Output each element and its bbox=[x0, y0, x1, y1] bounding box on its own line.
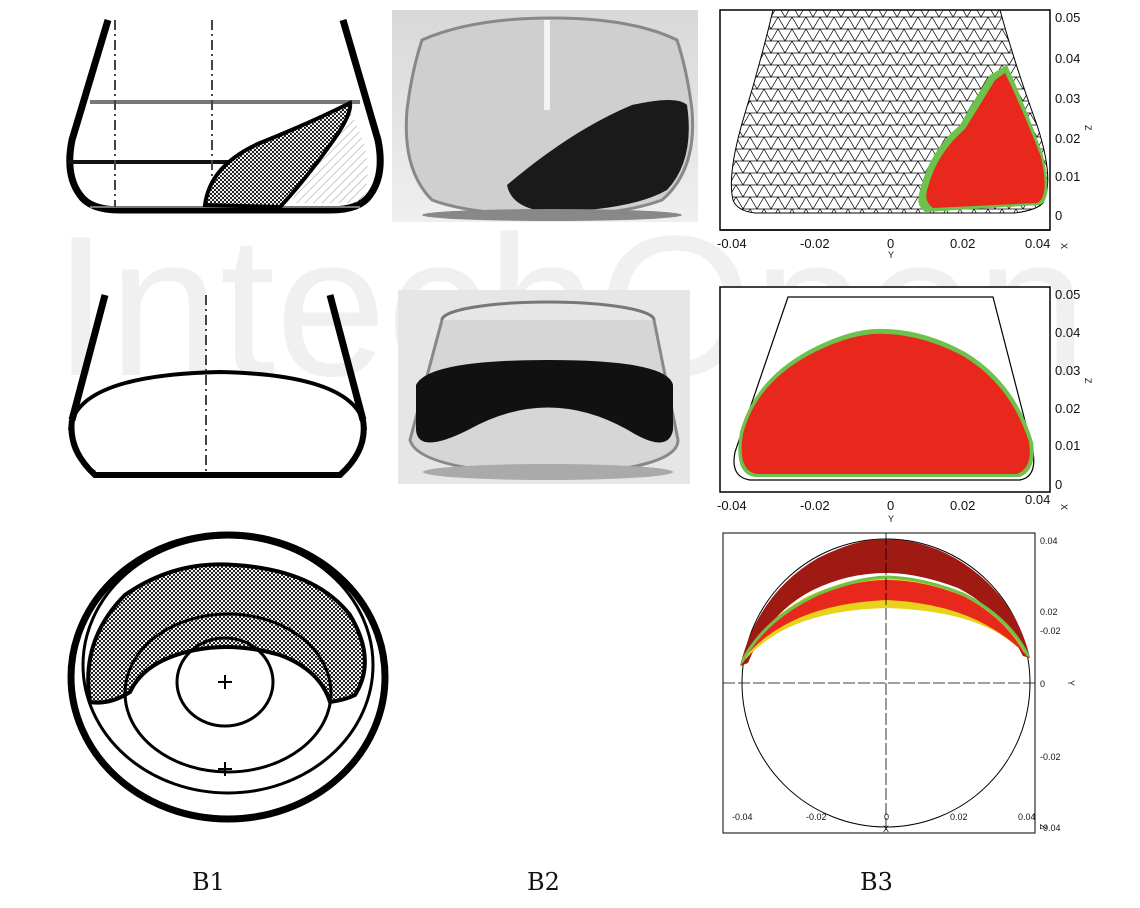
tick-label: 0 bbox=[884, 812, 889, 822]
tick-label: 0.04 bbox=[1040, 536, 1058, 546]
b3-bottom-right-axis: 0.04 0.02 -0.02 0 -0.02 -0.04 Y bbox=[1040, 536, 1076, 833]
tick-label: 0 bbox=[1040, 679, 1045, 689]
tick-label: -0.02 bbox=[800, 236, 830, 251]
tick-label: -0.04 bbox=[1040, 823, 1061, 833]
axis-label-x: X bbox=[1059, 243, 1069, 249]
b3-bottom-bottom-axis: -0.04 -0.02 0 0.02 0.04 X Z bbox=[732, 812, 1048, 834]
tick-label: 0 bbox=[1055, 477, 1062, 492]
tick-label: 0.04 bbox=[1055, 325, 1080, 340]
b1-side-tilted-schematic bbox=[66, 18, 384, 214]
axis-label-z: Z bbox=[1083, 125, 1093, 131]
tick-label: 0.05 bbox=[1055, 287, 1080, 302]
tick-label: 0.01 bbox=[1055, 169, 1080, 184]
axis-label-x: X bbox=[1059, 504, 1069, 510]
tick-label: 0.05 bbox=[1055, 10, 1080, 25]
tick-label: 0.02 bbox=[1055, 131, 1080, 146]
tick-label: 0.03 bbox=[1055, 363, 1080, 378]
tick-label: 0 bbox=[887, 498, 894, 513]
b2-photo-tilted bbox=[392, 10, 698, 222]
axis-label-z: Z bbox=[1038, 824, 1048, 830]
b3-plot-tilted: 0.05 0.04 0.03 0.02 0.01 0 Z -0.04 -0.02… bbox=[717, 9, 1093, 260]
tick-label: 0 bbox=[1055, 208, 1062, 223]
tick-label: -0.04 bbox=[732, 812, 753, 822]
tick-label: 0 bbox=[887, 236, 894, 251]
tick-label: -0.02 bbox=[806, 812, 827, 822]
b3-mid-right-axis: 0.05 0.04 0.03 0.02 0.01 0 Z bbox=[1055, 287, 1093, 492]
axis-label-x: X bbox=[883, 824, 889, 834]
b3-plot-top-view: 0.04 0.02 -0.02 0 -0.02 -0.04 Y -0.04 -0… bbox=[722, 532, 1076, 834]
tick-label: 0.04 bbox=[1055, 51, 1080, 66]
b3-mid-bottom-axis: -0.04 -0.02 0 0.02 0.04 Y X bbox=[717, 492, 1069, 524]
tick-label: -0.02 bbox=[1040, 752, 1061, 762]
b3-top-bottom-axis: -0.04 -0.02 0 0.02 0.04 Y X bbox=[717, 236, 1069, 260]
tick-label: -0.02 bbox=[1040, 626, 1061, 636]
tick-label: 0.04 bbox=[1025, 492, 1050, 507]
tick-label: 0.01 bbox=[1055, 438, 1080, 453]
tick-label: 0.04 bbox=[1018, 812, 1036, 822]
tick-label: -0.04 bbox=[717, 498, 747, 513]
axis-label-y: Y bbox=[888, 514, 894, 524]
tick-label: 0.02 bbox=[950, 236, 975, 251]
caption-b3: B3 bbox=[860, 868, 893, 896]
caption-b1: B1 bbox=[192, 868, 225, 896]
axis-label-y: Y bbox=[1066, 680, 1076, 686]
tick-label: 0.02 bbox=[1055, 401, 1080, 416]
tick-label: 0.03 bbox=[1055, 91, 1080, 106]
tick-label: 0.02 bbox=[1040, 607, 1058, 617]
tick-label: 0.04 bbox=[1025, 236, 1050, 251]
tick-label: 0.02 bbox=[950, 498, 975, 513]
b1-side-curved-schematic bbox=[68, 294, 367, 478]
tick-label: -0.02 bbox=[800, 498, 830, 513]
axis-label-y: Y bbox=[888, 250, 894, 260]
b1-top-view-schematic bbox=[67, 531, 389, 823]
caption-b2: B2 bbox=[527, 868, 560, 896]
axis-label-z: Z bbox=[1083, 378, 1093, 384]
tick-label: -0.04 bbox=[717, 236, 747, 251]
b3-plot-dome: 0.05 0.04 0.03 0.02 0.01 0 Z -0.04 -0.02… bbox=[717, 286, 1093, 524]
tick-label: 0.02 bbox=[950, 812, 968, 822]
b2-photo-curved bbox=[398, 290, 690, 484]
b3-top-right-axis: 0.05 0.04 0.03 0.02 0.01 0 Z bbox=[1049, 10, 1093, 230]
